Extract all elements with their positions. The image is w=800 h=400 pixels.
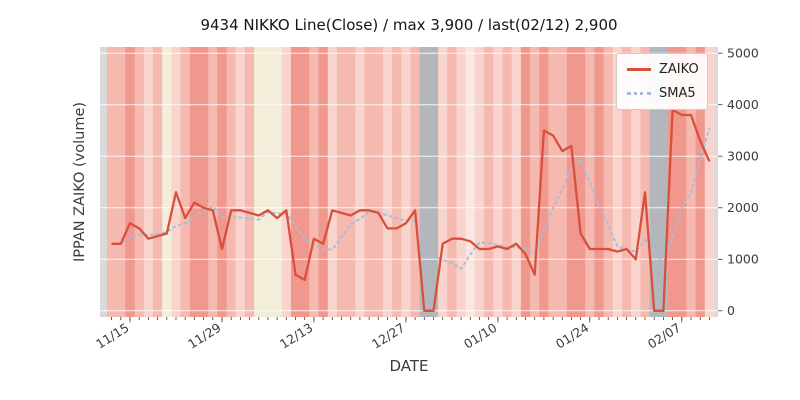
x-tick-label: 01/10 <box>461 320 500 352</box>
y-axis-label: IPPAN ZAIKO (volume) <box>72 101 88 263</box>
legend-item-sma5: SMA5 <box>627 86 697 101</box>
x-tick-label: 12/27 <box>369 320 408 352</box>
y-tick-label: 3000 <box>727 148 759 163</box>
x-tick-label: 02/07 <box>645 320 684 352</box>
legend: ZAIKO SMA5 <box>616 53 708 110</box>
x-tick-label: 12/13 <box>277 320 316 352</box>
y-tick-label: 5000 <box>727 45 759 60</box>
zaiko-line <box>111 108 711 312</box>
x-tick-label: 11/29 <box>185 320 224 352</box>
day-bands <box>107 47 715 317</box>
legend-label-zaiko: ZAIKO <box>659 62 699 77</box>
x-tick-label: 01/24 <box>553 320 592 352</box>
sma5-line-swatch <box>627 92 651 95</box>
axis-ticks <box>111 52 723 323</box>
zaiko-line-swatch <box>627 68 651 71</box>
x-axis-label: DATE <box>389 357 429 375</box>
chart-title: 9434 NIKKO Line(Close) / max 3,900 / las… <box>200 16 618 34</box>
sma5-line <box>110 127 711 270</box>
y-tick-label: 0 <box>727 303 735 318</box>
y-tick-label: 1000 <box>727 252 759 267</box>
y-tick-label: 4000 <box>727 97 759 112</box>
legend-item-zaiko: ZAIKO <box>627 62 699 77</box>
y-tick-label: 2000 <box>727 200 759 215</box>
legend-label-sma5: SMA5 <box>659 86 696 101</box>
x-tick-label: 11/15 <box>93 320 132 352</box>
